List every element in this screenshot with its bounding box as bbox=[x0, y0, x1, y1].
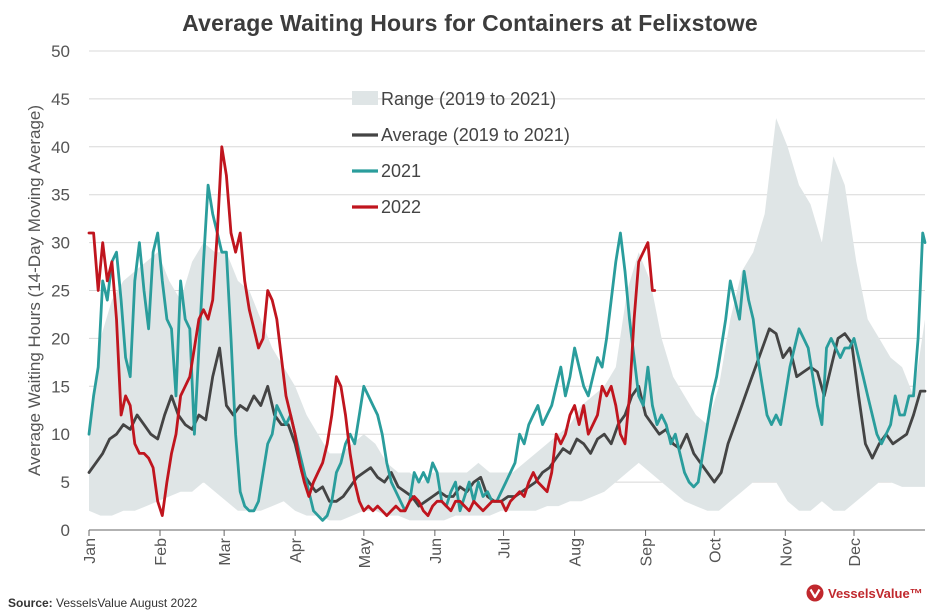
y-tick-label: 5 bbox=[61, 473, 70, 492]
legend-label: Average (2019 to 2021) bbox=[381, 125, 570, 145]
logo-text: VesselsValue™ bbox=[828, 585, 923, 601]
series-line-2021 bbox=[87, 183, 927, 522]
y-tick-label: 25 bbox=[51, 282, 70, 301]
y-tick-label: 40 bbox=[51, 138, 70, 157]
x-tick-label: Jul bbox=[497, 538, 514, 558]
x-tick-label: Oct bbox=[707, 537, 724, 562]
legend-swatch-range bbox=[352, 91, 378, 105]
range-band bbox=[89, 118, 925, 521]
legend-label: 2021 bbox=[381, 161, 421, 181]
y-tick-label: 10 bbox=[51, 425, 70, 444]
y-tick-label: 20 bbox=[51, 329, 70, 348]
series-lines-layer bbox=[87, 145, 927, 522]
y-axis-title: Average Waiting Hours (14-Day Moving Ave… bbox=[25, 105, 44, 476]
y-tick-label: 0 bbox=[61, 521, 70, 540]
x-tick-label: Nov bbox=[778, 538, 795, 566]
y-tick-label: 15 bbox=[51, 377, 70, 396]
x-tick-label: Dec bbox=[847, 538, 864, 566]
logo-icon bbox=[806, 584, 824, 602]
series-line-average-2019-to-2021 bbox=[87, 327, 927, 508]
x-tick-label: Apr bbox=[288, 537, 305, 563]
legend-label: 2022 bbox=[381, 197, 421, 217]
y-tick-label: 50 bbox=[51, 42, 70, 61]
legend-label: Range (2019 to 2021) bbox=[381, 89, 556, 109]
source-label: Source: bbox=[8, 596, 53, 610]
series-line-2022 bbox=[87, 145, 657, 517]
axis-layer: 0 5 10 15 20 25 30 35 40 45 50 Jan Feb Mar Apr May Jun Ju… bbox=[25, 42, 925, 568]
source-note: Source: VesselsValue August 2022 bbox=[8, 596, 197, 610]
range-band-layer bbox=[89, 118, 925, 521]
x-tick-label: Jan bbox=[82, 538, 99, 564]
vesselsvalue-logo: VesselsValue™ bbox=[806, 584, 923, 602]
x-tick-label: Feb bbox=[153, 538, 170, 566]
y-tick-label: 30 bbox=[51, 234, 70, 253]
chart-title: Average Waiting Hours for Containers at … bbox=[182, 10, 758, 36]
x-tick-label: Jun bbox=[428, 538, 445, 564]
x-tick-label: Mar bbox=[217, 537, 234, 565]
x-tick-label: May bbox=[357, 538, 374, 568]
y-tick-label: 35 bbox=[51, 186, 70, 205]
x-tick-label: Sep bbox=[639, 538, 656, 567]
source-text: VesselsValue August 2022 bbox=[56, 596, 198, 610]
legend: Range (2019 to 2021) Average (2019 to 202… bbox=[352, 89, 570, 217]
y-tick-label: 45 bbox=[51, 90, 70, 109]
x-tick-label: Aug bbox=[568, 538, 585, 566]
